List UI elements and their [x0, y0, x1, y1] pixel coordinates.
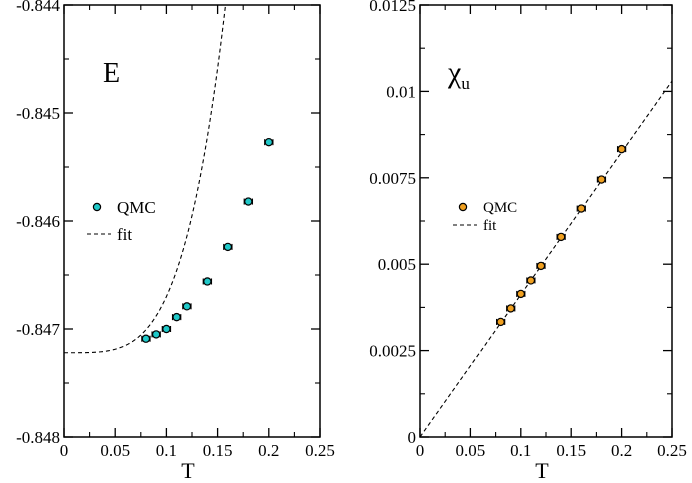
data-point [151, 330, 161, 339]
legend-label-qmc: QMC [483, 200, 517, 216]
panel-label-subscript: u [461, 74, 470, 93]
y-tick-label: 0.0075 [369, 169, 416, 188]
x-tick-label: 0.1 [510, 441, 531, 460]
legend-label-fit: fit [483, 218, 497, 234]
fit-curve [420, 80, 672, 437]
x-tick-label: 0.2 [258, 441, 279, 460]
x-tick-label: 0.05 [100, 441, 130, 460]
x-tick-label: 0.2 [611, 441, 632, 460]
x-axis-title: T [535, 458, 549, 483]
legend-marker [458, 202, 468, 212]
x-tick-label: 0.15 [203, 441, 233, 460]
legend-marker [92, 202, 102, 212]
x-tick-label: 0.25 [657, 441, 687, 460]
data-point [182, 302, 192, 311]
panel-label: E [103, 58, 120, 89]
y-tick-label: -0.845 [16, 104, 60, 123]
y-tick-label: -0.848 [16, 428, 60, 447]
data-point [264, 137, 273, 147]
x-tick-label: 0.1 [156, 441, 177, 460]
data-point [496, 317, 505, 327]
y-tick-label: -0.847 [16, 320, 60, 339]
y-tick-label: 0.01 [386, 82, 416, 101]
data-point [617, 144, 626, 154]
data-point [506, 304, 515, 313]
x-tick-label: 0.05 [456, 441, 486, 460]
y-tick-label: -0.846 [16, 212, 60, 231]
data-point [244, 197, 253, 206]
y-tick-label: 0.005 [378, 255, 416, 274]
data-point [141, 334, 151, 343]
data-point [223, 242, 233, 252]
susceptibility-panel: 0 0.05 0.1 0.15 0.2 0.25 0 0.0025 0.005 0.0075 0.0… [369, 0, 687, 483]
data-point [536, 261, 546, 271]
y-tick-label: 0.0125 [369, 0, 416, 15]
y-tick-label: 0.0025 [369, 342, 416, 361]
panel-label: χu [447, 56, 470, 93]
y-tick-label: -0.844 [16, 0, 60, 15]
energy-panel: 0 0.05 0.1 0.15 0.2 0.25 -0.848 -0.847 -0.846 -0.… [16, 0, 335, 483]
x-tick-label: 0.15 [556, 441, 586, 460]
panel-label-main: χ [447, 56, 462, 89]
panel-label-main: E [103, 58, 120, 89]
data-point [516, 289, 526, 299]
fit-curve [64, 5, 227, 354]
legend-label-fit: fit [117, 225, 132, 244]
data-point [172, 312, 181, 322]
legend-label-qmc: QMC [117, 198, 156, 217]
data-point [162, 324, 171, 334]
x-tick-label: 0.25 [305, 441, 335, 460]
data-point [597, 175, 606, 184]
x-tick-label: 0 [60, 441, 69, 460]
data-point [526, 276, 536, 285]
x-tick-label: 0 [416, 441, 425, 460]
y-tick-label: 0 [408, 428, 417, 447]
x-axis-title: T [181, 458, 195, 483]
data-point [577, 204, 586, 213]
data-point [556, 232, 566, 242]
data-point [203, 277, 212, 286]
